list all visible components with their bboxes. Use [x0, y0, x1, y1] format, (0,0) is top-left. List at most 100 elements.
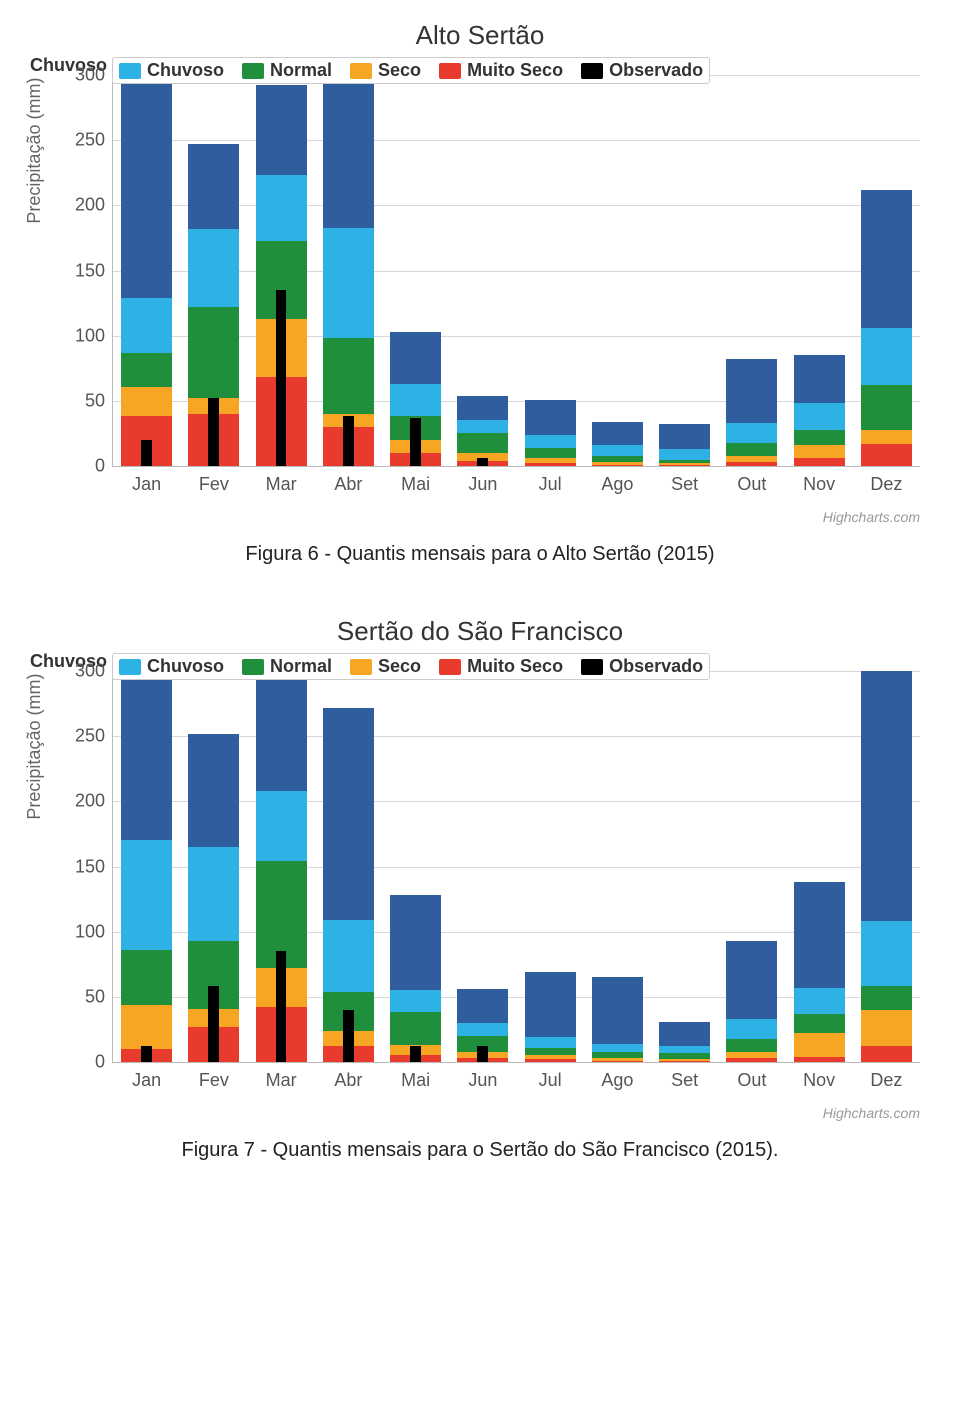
observed-bar[interactable] — [410, 1046, 421, 1062]
legend-item[interactable]: Normal — [242, 656, 332, 677]
legend-label: Muito Seco — [467, 60, 563, 81]
stacked-bar[interactable] — [390, 895, 441, 1062]
legend-item[interactable]: Chuvoso — [119, 60, 224, 81]
observed-bar[interactable] — [343, 1010, 354, 1062]
bar-segment-chuvoso — [592, 1044, 643, 1052]
legend-item[interactable]: Normal — [242, 60, 332, 81]
legend-item[interactable]: Observado — [581, 60, 703, 81]
bar-segment-muito_chuvoso — [861, 190, 912, 328]
chuvoso-swatch — [119, 63, 141, 79]
observed-bar[interactable] — [477, 458, 488, 466]
observed-bar[interactable] — [343, 416, 354, 466]
y-tick-label: 300 — [75, 661, 105, 682]
observed-bar[interactable] — [276, 951, 287, 1062]
figure-caption: Figura 6 - Quantis mensais para o Alto S… — [30, 543, 930, 566]
bar-segment-muito_chuvoso — [525, 400, 576, 435]
y-tick-label: 200 — [75, 791, 105, 812]
y-tick-label: 100 — [75, 325, 105, 346]
x-tick-label: Jun — [449, 466, 516, 495]
observed-bar[interactable] — [208, 398, 219, 466]
category: Nov — [786, 671, 853, 1062]
bar-segment-muito_chuvoso — [794, 882, 845, 988]
bar-segment-chuvoso — [457, 1023, 508, 1036]
observed-bar[interactable] — [410, 418, 421, 466]
observed-bar[interactable] — [276, 290, 287, 466]
stacked-bar[interactable] — [592, 422, 643, 466]
bars-container: JanFevMarAbrMaiJunJulAgoSetOutNovDez — [113, 75, 920, 466]
stacked-bar[interactable] — [457, 396, 508, 466]
credits[interactable]: Highcharts.com — [30, 509, 930, 525]
stacked-bar[interactable] — [323, 708, 374, 1063]
bar-segment-chuvoso — [323, 920, 374, 992]
x-tick-label: Abr — [315, 466, 382, 495]
muito_seco-swatch — [439, 63, 461, 79]
observed-bar[interactable] — [477, 1046, 488, 1062]
bar-segment-muito_chuvoso — [794, 355, 845, 403]
stacked-bar[interactable] — [659, 1022, 710, 1062]
y-tick-label: 0 — [95, 456, 105, 477]
category: Jan — [113, 75, 180, 466]
legend-label: Normal — [270, 60, 332, 81]
bar-segment-normal — [121, 950, 172, 1005]
bar-segment-chuvoso — [188, 847, 239, 941]
observed-bar[interactable] — [208, 986, 219, 1062]
observado-swatch — [581, 659, 603, 675]
chart-block: Alto SertãoChuvosoChuvosoNormalSecoMuito… — [30, 20, 930, 566]
stacked-bar[interactable] — [121, 678, 172, 1062]
stacked-bar[interactable] — [659, 424, 710, 466]
bar-segment-chuvoso — [726, 423, 777, 443]
category: Out — [718, 671, 785, 1062]
y-tick-label: 250 — [75, 726, 105, 747]
stacked-bar[interactable] — [525, 400, 576, 466]
category: Nov — [786, 75, 853, 466]
bar-segment-chuvoso — [659, 449, 710, 459]
y-tick-label: 250 — [75, 130, 105, 151]
stacked-bar[interactable] — [592, 977, 643, 1062]
stacked-bar[interactable] — [121, 75, 172, 466]
legend-item[interactable]: Muito Seco — [439, 656, 563, 677]
bar-segment-muito_chuvoso — [659, 1022, 710, 1047]
plot-area: 050100150200250300JanFevMarAbrMaiJunJulA… — [112, 75, 920, 467]
legend: Chuvoso Normal Seco Muito Seco Observado — [112, 57, 710, 84]
stacked-bar[interactable] — [794, 882, 845, 1062]
bar-segment-muito_chuvoso — [592, 977, 643, 1043]
x-tick-label: Nov — [786, 466, 853, 495]
stacked-bar[interactable] — [323, 75, 374, 466]
x-tick-label: Jan — [113, 466, 180, 495]
x-tick-label: Out — [718, 1062, 785, 1091]
legend-item[interactable]: Observado — [581, 656, 703, 677]
legend-item[interactable]: Seco — [350, 60, 421, 81]
y-axis-title: Precipitação (mm) — [24, 78, 45, 224]
muito_seco-swatch — [439, 659, 461, 675]
x-tick-label: Fev — [180, 1062, 247, 1091]
category: Mar — [248, 75, 315, 466]
bar-segment-chuvoso — [794, 988, 845, 1014]
x-tick-label: Ago — [584, 1062, 651, 1091]
bar-segment-muito_chuvoso — [861, 671, 912, 921]
observed-bar[interactable] — [141, 1046, 152, 1062]
bar-segment-normal — [525, 448, 576, 458]
chart-area: ChuvosoChuvoso Normal Seco Muito Seco Observ… — [30, 57, 930, 507]
legend-label: Chuvoso — [147, 656, 224, 677]
stacked-bar[interactable] — [525, 972, 576, 1062]
bar-segment-chuvoso — [390, 384, 441, 417]
stacked-bar[interactable] — [861, 190, 912, 466]
legend-item[interactable]: Seco — [350, 656, 421, 677]
bar-segment-muito_chuvoso — [121, 678, 172, 841]
stacked-bar[interactable] — [861, 671, 912, 1062]
x-tick-label: Mai — [382, 466, 449, 495]
observed-bar[interactable] — [141, 440, 152, 466]
figure-caption: Figura 7 - Quantis mensais para o Sertão… — [30, 1139, 930, 1162]
category: Set — [651, 671, 718, 1062]
credits[interactable]: Highcharts.com — [30, 1105, 930, 1121]
chart-block: Sertão do São FranciscoChuvosoChuvosoNor… — [30, 616, 930, 1162]
category: Mai — [382, 75, 449, 466]
stacked-bar[interactable] — [726, 941, 777, 1062]
category: Abr — [315, 671, 382, 1062]
stacked-bar[interactable] — [726, 359, 777, 466]
category: Jun — [449, 75, 516, 466]
normal-swatch — [242, 659, 264, 675]
stacked-bar[interactable] — [794, 355, 845, 466]
legend-item[interactable]: Chuvoso — [119, 656, 224, 677]
legend-item[interactable]: Muito Seco — [439, 60, 563, 81]
